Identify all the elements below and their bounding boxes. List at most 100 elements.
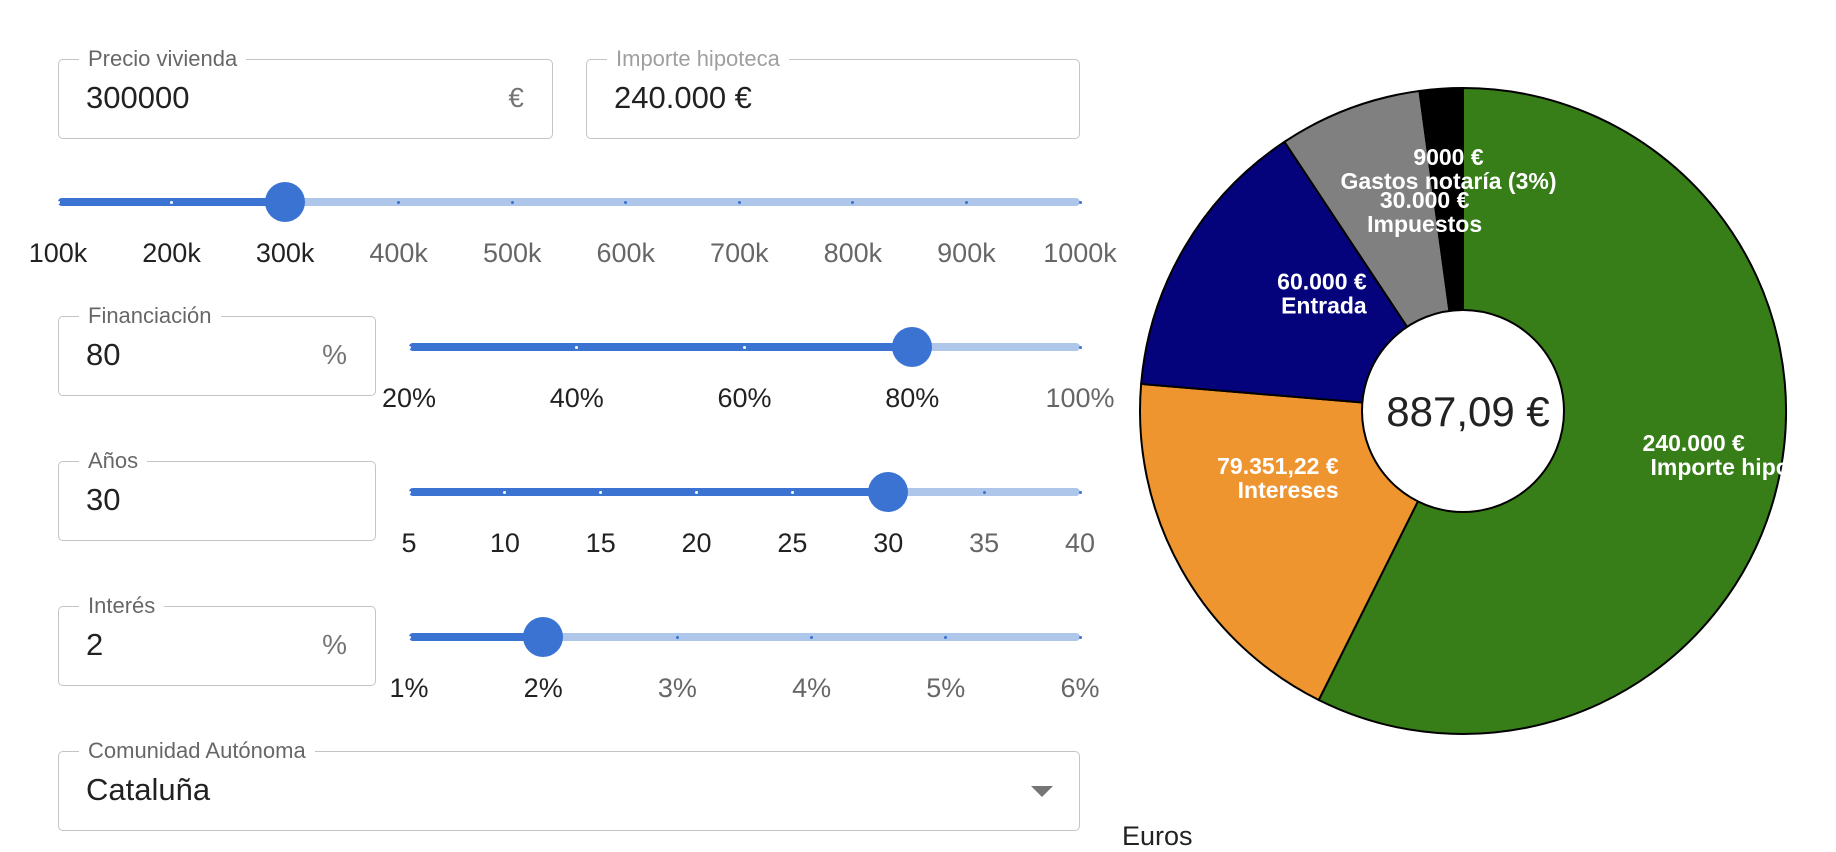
monthly-payment-value: 887,09 € — [1386, 388, 1550, 435]
slider-mark-label: 10 — [489, 528, 520, 558]
slider-mark-label: 200k — [142, 238, 201, 268]
anos-slider[interactable] — [407, 472, 1082, 512]
slider-mark — [737, 200, 741, 204]
slider-mark-label: 35 — [969, 528, 1000, 558]
slider-mark — [1078, 200, 1082, 204]
slider-mark — [851, 200, 855, 204]
slider-thumb[interactable] — [892, 327, 933, 367]
pie-slice-value-label: 240.000 € — [1643, 430, 1746, 456]
slider-mark — [56, 200, 60, 204]
slider-mark — [743, 345, 746, 349]
slider-mark-label: 3% — [657, 673, 697, 703]
chart-footer-label: Euros — [1122, 821, 1193, 851]
financiacion-slider[interactable] — [407, 327, 1082, 367]
financiacion-label: Financiación — [79, 303, 221, 329]
interes-slider[interactable] — [407, 617, 1082, 657]
percent-adornment: % — [322, 629, 347, 660]
slider-mark-label: 800k — [823, 238, 883, 268]
slider-rail[interactable] — [58, 198, 1080, 206]
slider-mark — [675, 635, 679, 639]
pie-slice-name-label: Importe hipoteca — [1651, 454, 1836, 480]
anos-field[interactable]: Años 30 — [58, 448, 376, 541]
pie-slice-value-label: 60.000 € — [1277, 268, 1367, 294]
slider-mark — [599, 490, 603, 494]
slider-mark — [170, 200, 174, 204]
slider-mark — [1078, 635, 1082, 639]
slider-thumb[interactable] — [868, 472, 909, 512]
pie-slice-name-label: Intereses — [1238, 477, 1339, 503]
precio-vivienda-input[interactable]: 300000 — [86, 80, 190, 115]
anos-input[interactable]: 30 — [86, 482, 121, 517]
interes-label: Interés — [79, 593, 165, 619]
slider-mark-label: 500k — [482, 238, 542, 268]
slider-mark — [1078, 490, 1082, 494]
slider-mark-label: 2% — [523, 673, 563, 703]
anos-label: Años — [79, 448, 148, 474]
slider-mark — [503, 490, 507, 494]
slider-mark-label: 600k — [596, 238, 656, 268]
slider-track[interactable] — [409, 633, 544, 641]
slider-mark — [510, 200, 514, 204]
slider-mark — [407, 490, 411, 494]
importe-hipoteca-value: 240.000 € — [614, 80, 752, 115]
slider-mark — [407, 635, 411, 639]
slider-thumb[interactable] — [265, 182, 306, 222]
precio-vivienda-label: Precio vivienda — [79, 46, 247, 72]
slider-mark — [810, 635, 814, 639]
slider-mark-label: 5% — [926, 673, 966, 703]
slider-mark-label: 5 — [401, 528, 417, 558]
slider-mark-label: 6% — [1060, 673, 1100, 703]
slider-mark-label: 400k — [369, 238, 428, 268]
slider-mark — [575, 345, 579, 349]
pie-slice-value-label: 79.351,22 € — [1217, 453, 1339, 479]
pie-chart: 240.000 €Importe hipoteca 79.351,22 €Inte… — [1139, 86, 1836, 735]
slider-mark-label: 900k — [937, 238, 996, 268]
precio-slider[interactable] — [56, 182, 1082, 222]
interes-field[interactable]: Interés 2 % — [58, 593, 376, 686]
slider-mark — [624, 200, 628, 204]
euro-adornment: € — [508, 82, 524, 113]
slider-mark-label: 40 — [1064, 528, 1096, 558]
slider-mark — [397, 200, 401, 204]
slider-mark-label: 60% — [717, 383, 772, 413]
slider-mark — [982, 490, 986, 494]
importe-hipoteca-field: Importe hipoteca 240.000 € — [586, 46, 1080, 139]
comunidad-label: Comunidad Autónoma — [79, 738, 315, 764]
slider-rail[interactable] — [409, 633, 1080, 641]
slider-thumb[interactable] — [523, 617, 564, 657]
slider-track[interactable] — [409, 343, 913, 351]
comunidad-select[interactable]: Comunidad Autónoma Cataluña — [58, 738, 1080, 831]
slider-mark-label: 30 — [873, 528, 904, 558]
slider-mark — [1078, 345, 1082, 349]
precio-vivienda-field[interactable]: Precio vivienda 300000 € — [58, 46, 553, 139]
slider-mark — [964, 200, 968, 204]
interes-input[interactable]: 2 — [86, 627, 104, 662]
slider-mark-label: 300k — [255, 238, 315, 268]
slider-mark-label: 20 — [681, 528, 712, 558]
slider-mark — [944, 635, 948, 639]
slider-mark-label: 40% — [549, 383, 604, 413]
pie-slice — [1140, 140, 1465, 413]
slider-mark-label: 15 — [585, 528, 616, 558]
financiacion-field[interactable]: Financiación 80 % — [58, 303, 376, 396]
slider-mark — [695, 490, 699, 494]
pie-slice-value-label: 9000 € — [1413, 144, 1484, 170]
slider-mark-label: 1% — [389, 673, 429, 703]
slider-mark-label: 700k — [710, 238, 769, 268]
pie-slice-name-label: Impuestos — [1367, 211, 1482, 237]
financiacion-input[interactable]: 80 — [86, 337, 121, 372]
slider-mark — [407, 345, 411, 349]
slider-track[interactable] — [409, 488, 889, 496]
slider-mark — [790, 490, 794, 494]
comunidad-value: Cataluña — [86, 772, 211, 807]
slider-mark-label: 100% — [1045, 383, 1115, 413]
slider-mark-label: 4% — [792, 673, 832, 703]
slider-mark-label: 100k — [28, 238, 88, 268]
slider-mark-label: 25 — [777, 528, 808, 558]
pie-slice-name-label: Gastos notaría (3%) — [1341, 168, 1557, 194]
pie-slice-name-label: Entrada — [1281, 292, 1367, 318]
importe-hipoteca-label: Importe hipoteca — [607, 46, 789, 72]
chevron-down-icon[interactable] — [1031, 786, 1053, 797]
cost-breakdown-chart: 240.000 € Importe hipoteca 79.351,22 € Inte… — [1130, 80, 1836, 760]
percent-adornment: % — [322, 339, 347, 370]
